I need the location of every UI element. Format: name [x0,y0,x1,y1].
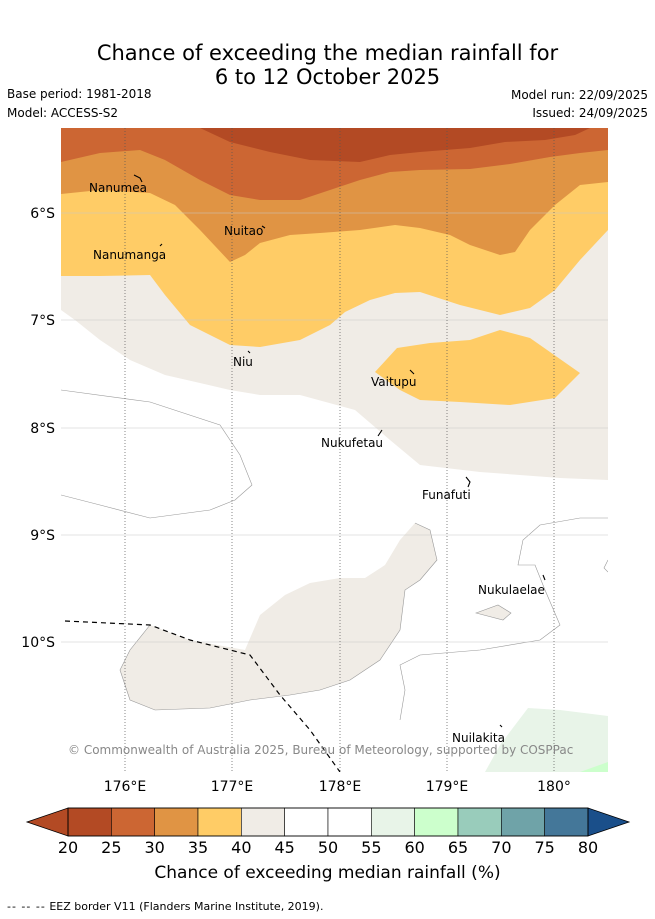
model-name: Model: ACCESS-S2 [7,106,119,120]
island-nanumanga [159,243,163,247]
lat-label-8s: 8°S [30,421,55,437]
base-period: Base period: 1981-2018 [7,87,152,101]
place-label-nuilakita: Nuilakita [452,731,505,745]
colorbar-high-extend [587,807,631,837]
colorbar-cell [544,807,589,837]
place-label-niu: Niu [233,355,253,369]
eez-legend-text: EEZ border V11 (Flanders Marine Institut… [49,900,324,913]
lat-label-6s: 6°S [30,206,55,222]
place-label-funafuti: Funafuti [422,488,471,502]
colorbar-cell [154,807,199,837]
island-funafuti [465,476,471,488]
band-60-65 [580,762,608,772]
island-nuilakita [499,724,503,728]
place-label-nuitao: Nuitao [224,224,263,238]
lon-label-179e: 179°E [426,779,469,795]
colorbar-tick-label: 50 [317,838,339,857]
colorbar-tick-label: 30 [144,838,165,857]
lat-axis-labels: 6°S 7°S 8°S 9°S 10°S [21,206,55,651]
colorbar-tick-label: 70 [491,838,512,857]
colorbar-tick-label: 35 [187,838,209,857]
island-niu [247,350,251,354]
place-label-nanumanga: Nanumanga [93,248,166,262]
small-patch [476,605,511,620]
band-20-25 [200,128,590,162]
lon-axis-labels: 176°E 177°E 178°E 179°E 180° [104,779,571,795]
place-label-nukulaelae: Nukulaelae [478,583,545,597]
eez-border [64,620,341,772]
copyright-notice: © Commonwealth of Australia 2025, Bureau… [68,743,573,757]
colorbar-cell [284,807,329,837]
colorbar-tick-label: 75 [534,838,555,857]
colorbar-tick-label: 80 [577,838,599,857]
colorbar-cells [67,807,589,837]
lon-label-177e: 177°E [211,779,254,795]
band-35-40-vaitupu [375,330,580,405]
island-nanumea [133,174,143,183]
colorbar-cell [111,807,155,837]
colorbar-tick-label: 55 [361,838,382,857]
colorbar-tick-label: 60 [404,838,425,857]
colorbar-tick-label: 40 [231,838,252,857]
colorbar-cell [241,807,285,837]
latitude-grid [61,212,608,643]
colorbar-cell [414,807,459,837]
island-shapes [133,174,546,728]
island-vaitupu [409,369,415,375]
rainfall-map: Nanumea Nuitao Nanumanga Niu Vaitupu Nuk… [21,128,608,795]
colorbar-cell [501,807,545,837]
island-nuitao [261,225,266,229]
colorbar-title: Chance of exceeding median rainfall (%) [154,863,501,883]
place-labels: Nanumea Nuitao Nanumanga Niu Vaitupu Nuk… [89,181,545,745]
model-run: Model run: 22/09/2025 [510,88,648,102]
longitude-grid [124,128,555,772]
contour-lines [61,389,608,721]
issued-date: Issued: 24/09/2025 [532,106,648,120]
colorbar-cell [197,807,242,837]
place-label-nukufetau: Nukufetau [321,436,383,450]
lon-label-178e: 178°E [319,779,362,795]
map-title-line1: Chance of exceeding the median rainfall … [96,41,559,65]
island-nukulaelae [542,574,546,581]
place-label-vaitupu: Vaitupu [371,375,417,389]
band-40-45-south [120,523,437,710]
eez-legend: -- -- -- EEZ border V11 (Flanders Marine… [7,900,323,913]
colorbar-tick-label: 25 [101,838,122,857]
colorbar-cell [457,807,502,837]
colorbar-low-extend [25,807,69,837]
island-nukufetau [377,429,383,437]
place-label-nanumea: Nanumea [89,181,147,195]
colorbar-cell [371,807,415,837]
colorbar-cell [327,807,372,837]
band-55-60 [485,708,608,772]
lon-label-176e: 176°E [104,779,147,795]
colorbar-tick-label: 20 [57,838,79,857]
eez-legend-dash: -- -- -- [7,900,46,913]
map-title-line2: 6 to 12 October 2025 [214,65,441,89]
colorbar-cell [67,807,112,837]
colorbar-tick-label: 65 [447,838,469,857]
lon-label-180: 180° [537,779,571,795]
map-fill-layers [61,128,608,772]
colorbar-tick-label: 45 [274,838,295,857]
lat-label-10s: 10°S [21,635,55,651]
lat-label-7s: 7°S [30,313,55,329]
colorbar-frame [67,807,589,837]
lat-label-9s: 9°S [30,528,55,544]
